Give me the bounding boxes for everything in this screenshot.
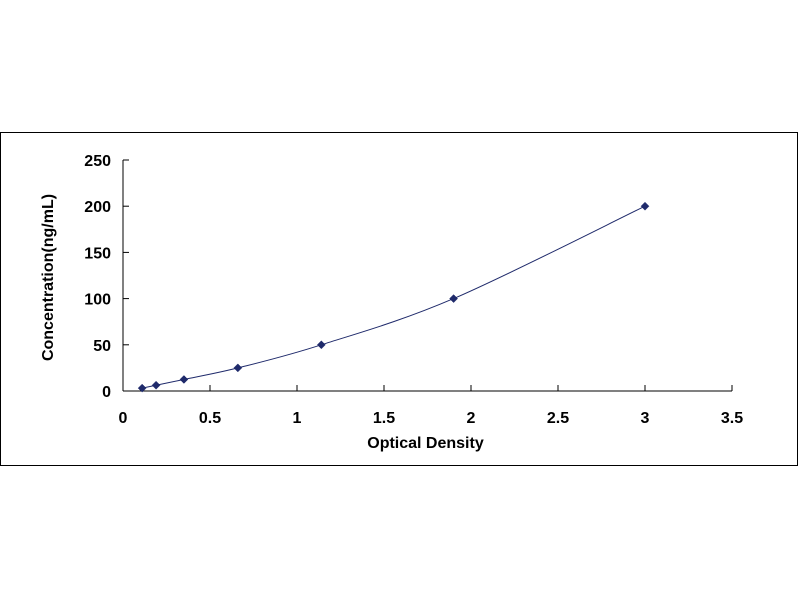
x-axis-title: Optical Density [367,435,484,452]
x-tick-label: 0 [119,410,128,427]
data-point-marker [640,201,650,211]
data-point-marker [179,375,189,384]
x-tick-label: 2 [467,410,476,427]
x-tick-label: 1 [293,410,302,427]
chart-frame: 0 0.5 1 1.5 2 2.5 3 3.5 0 50 100 150 200 250 Optical … [0,132,798,466]
y-tick-label: 50 [93,338,111,355]
data-point-marker [233,363,243,373]
data-point-marker [137,383,147,393]
data-point-marker [317,340,326,350]
y-tick-label: 200 [84,199,111,216]
y-tick-label: 100 [84,292,111,309]
y-axis-title: Concentration(ng/mL) [40,194,57,361]
y-tick-label: 0 [102,384,111,401]
y-tick-label: 150 [84,245,111,262]
tick-labels: 0 0.5 1 1.5 2 2.5 3 3.5 0 50 100 150 200 250 [84,153,743,427]
x-tick-label: 1.5 [373,410,395,427]
x-tick-label: 3 [641,410,650,427]
y-tick-label: 250 [84,153,111,170]
fit-curve [142,205,646,389]
x-tick-label: 0.5 [199,410,221,427]
data-point-marker [449,294,458,303]
chart-svg: 0 0.5 1 1.5 2 2.5 3 3.5 0 50 100 150 200 250 Optical … [40,153,743,452]
data-points [137,201,650,393]
x-tick-label: 2.5 [547,410,569,427]
data-point-marker [151,380,161,390]
fit-curve-layer [142,205,646,389]
axes [122,159,733,392]
x-tick-label: 3.5 [721,410,743,427]
